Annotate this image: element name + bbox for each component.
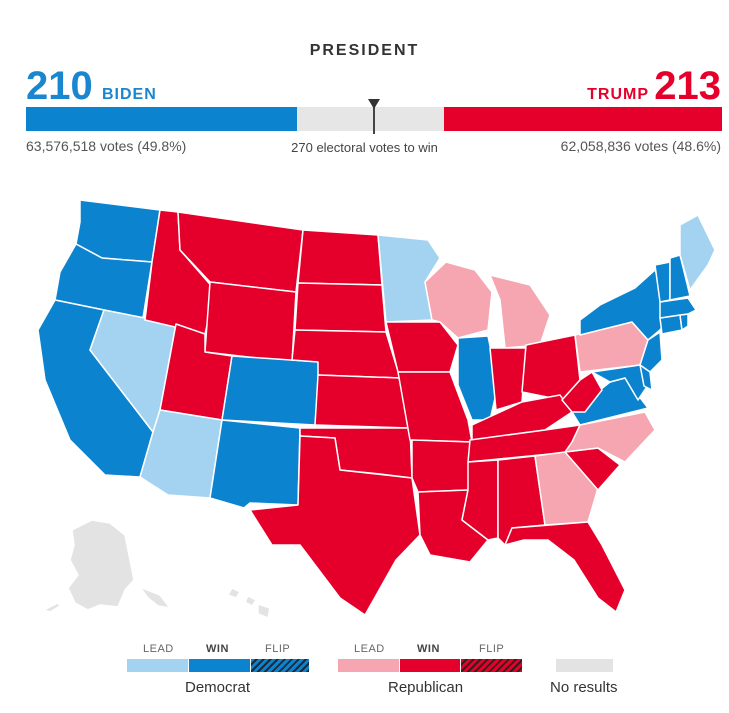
- state-NM[interactable]: [209, 419, 301, 509]
- trump-electoral-count: 213: [654, 64, 721, 108]
- trump-name: TRUMP: [587, 86, 649, 103]
- biden-electoral-count: 210: [26, 64, 93, 108]
- state-AR[interactable]: [411, 439, 473, 493]
- state-FL[interactable]: [504, 521, 626, 613]
- dem-flip-swatch: [251, 659, 309, 672]
- state-WI[interactable]: [424, 261, 493, 339]
- threshold-marker-line: [373, 107, 375, 134]
- rep-win-label: WIN: [417, 643, 440, 655]
- trump-popular-votes: 62,058,836 votes (48.6%): [560, 138, 721, 154]
- dem-lead-swatch: [127, 659, 188, 672]
- dem-lead-label: LEAD: [143, 643, 174, 655]
- state-ME[interactable]: [679, 214, 716, 291]
- state-NH[interactable]: [669, 254, 691, 301]
- no-results-legend-label: No results: [550, 679, 618, 696]
- republican-legend-label: Republican: [388, 679, 464, 696]
- state-AK-islands[interactable]: [43, 586, 171, 613]
- state-WV[interactable]: [561, 371, 603, 413]
- state-HI[interactable]: [227, 587, 271, 619]
- state-SD[interactable]: [294, 282, 387, 333]
- state-IA[interactable]: [385, 321, 459, 373]
- state-MA[interactable]: [659, 297, 697, 319]
- dem-flip-label: FLIP: [265, 643, 291, 655]
- undecided-electoral-bar: [297, 107, 444, 131]
- biden-name: BIDEN: [102, 86, 157, 103]
- state-TX[interactable]: [249, 435, 421, 616]
- state-CO[interactable]: [221, 355, 321, 426]
- state-ND[interactable]: [297, 229, 383, 286]
- dem-win-label: WIN: [206, 643, 229, 655]
- state-MI[interactable]: [489, 274, 551, 349]
- rep-lead-swatch: [338, 659, 399, 672]
- rep-win-swatch: [400, 659, 460, 672]
- no-results-swatch: [556, 659, 613, 672]
- state-IN[interactable]: [489, 347, 527, 411]
- democrat-legend-label: Democrat: [185, 679, 251, 696]
- dem-electoral-bar: [26, 107, 297, 131]
- state-NJ[interactable]: [639, 331, 663, 373]
- state-KS[interactable]: [314, 374, 411, 429]
- rep-electoral-bar: [444, 107, 722, 131]
- us-election-map: [37, 199, 716, 619]
- state-RI[interactable]: [679, 313, 689, 331]
- threshold-marker-icon: [368, 99, 380, 109]
- state-WY[interactable]: [204, 281, 297, 363]
- rep-flip-swatch: [461, 659, 522, 672]
- biden-popular-votes: 63,576,518 votes (49.8%): [26, 138, 187, 154]
- state-DE[interactable]: [639, 364, 653, 391]
- rep-flip-label: FLIP: [479, 643, 505, 655]
- state-GA[interactable]: [534, 451, 599, 526]
- race-title: PRESIDENT: [309, 42, 420, 59]
- dem-win-swatch: [189, 659, 250, 672]
- rep-lead-label: LEAD: [354, 643, 385, 655]
- state-MO[interactable]: [397, 371, 473, 443]
- threshold-label: 270 electoral votes to win: [291, 140, 438, 155]
- state-AK[interactable]: [67, 519, 135, 611]
